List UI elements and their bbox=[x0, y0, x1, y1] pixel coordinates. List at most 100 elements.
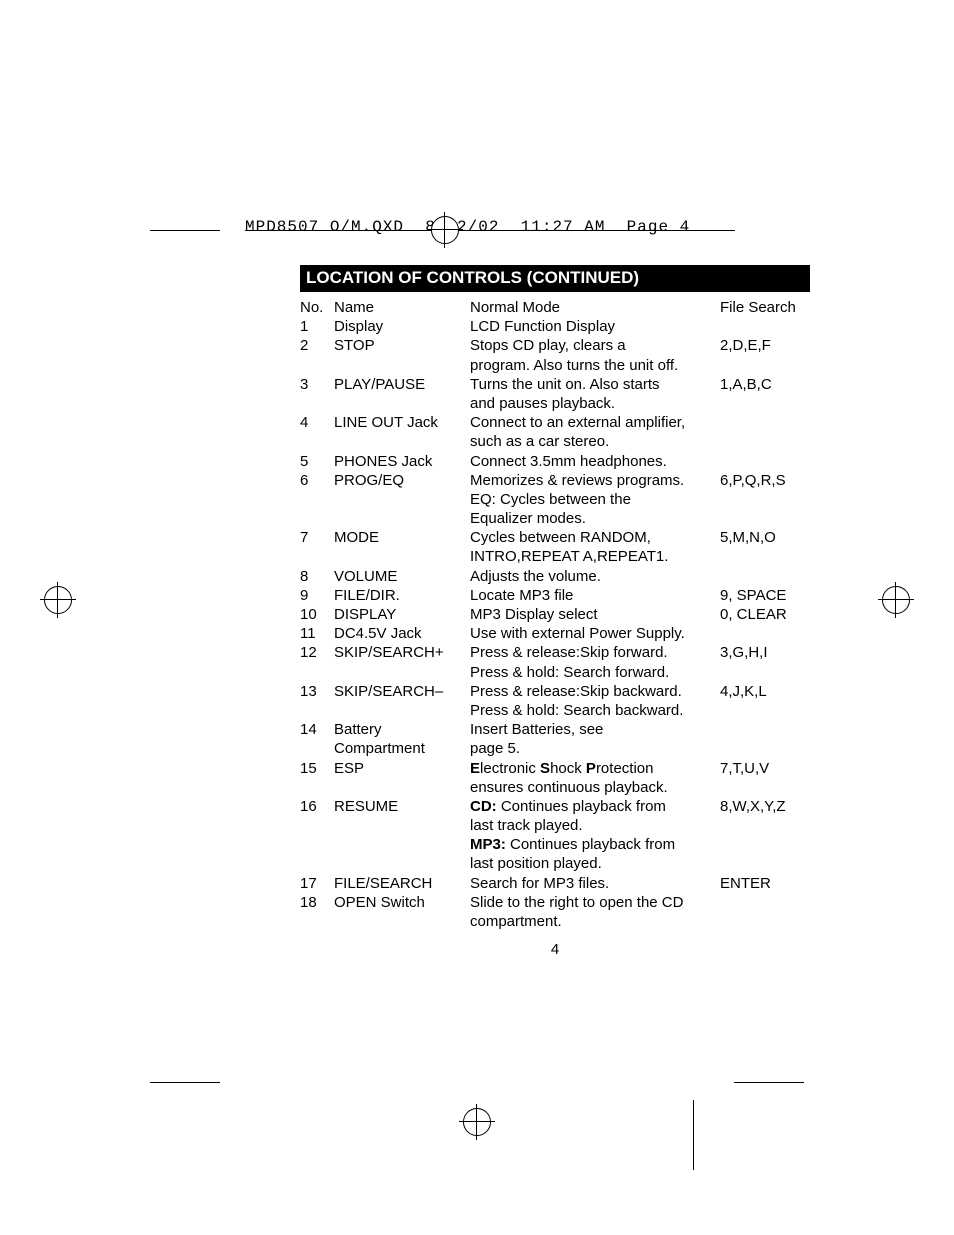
table-row: 2STOPStops CD play, clears aprogram. Als… bbox=[300, 336, 810, 374]
page-number: 4 bbox=[300, 941, 810, 958]
table-row: 5PHONES JackConnect 3.5mm headphones. bbox=[300, 452, 810, 471]
cell-filesearch: 2,D,E,F bbox=[720, 336, 810, 355]
cell-no: 11 bbox=[300, 624, 334, 643]
registration-mark-top bbox=[427, 212, 463, 248]
cell-name: PHONES Jack bbox=[334, 452, 470, 471]
registration-mark-left bbox=[40, 582, 76, 618]
table-row: 4LINE OUT JackConnect to an external amp… bbox=[300, 413, 810, 451]
cell-name: PLAY/PAUSE bbox=[334, 375, 470, 394]
cell-name: STOP bbox=[334, 336, 470, 355]
cell-name: SKIP/SEARCH– bbox=[334, 682, 470, 701]
cell-filesearch: 7,T,U,V bbox=[720, 759, 810, 778]
cell-no: 7 bbox=[300, 528, 334, 547]
controls-table: No. Name Normal Mode File Search 1Displa… bbox=[300, 298, 810, 931]
cell-description: Search for MP3 files. bbox=[470, 874, 720, 893]
cell-filesearch: 9, SPACE bbox=[720, 586, 810, 605]
registration-mark-bottom bbox=[459, 1104, 495, 1140]
cell-no: 10 bbox=[300, 605, 334, 624]
cell-no: 13 bbox=[300, 682, 334, 701]
cell-name: SKIP/SEARCH+ bbox=[334, 643, 470, 662]
cell-description: Turns the unit on. Also startsand pauses… bbox=[470, 375, 720, 413]
cell-description: MP3 Display select bbox=[470, 605, 720, 624]
table-row: 14Battery CompartmentInsert Batteries, s… bbox=[300, 720, 810, 758]
cell-name: OPEN Switch bbox=[334, 893, 470, 912]
cell-name: ESP bbox=[334, 759, 470, 778]
cell-description: CD: Continues playback fromlast track pl… bbox=[470, 797, 720, 874]
table-row: 16RESUMECD: Continues playback fromlast … bbox=[300, 797, 810, 874]
crop-line-bottom-right-vert bbox=[693, 1100, 694, 1170]
cell-no: 2 bbox=[300, 336, 334, 355]
cell-description: Press & release:Skip backward.Press & ho… bbox=[470, 682, 720, 720]
table-row: 12SKIP/SEARCH+Press & release:Skip forwa… bbox=[300, 643, 810, 681]
cell-description: Memorizes & reviews programs.EQ: Cycles … bbox=[470, 471, 720, 529]
cell-no: 9 bbox=[300, 586, 334, 605]
cell-name: PROG/EQ bbox=[334, 471, 470, 490]
cell-description: Adjusts the volume. bbox=[470, 567, 720, 586]
table-row: 17FILE/SEARCHSearch for MP3 files.ENTER bbox=[300, 874, 810, 893]
cell-no: 18 bbox=[300, 893, 334, 912]
registration-mark-right bbox=[878, 582, 914, 618]
cell-filesearch: 8,W,X,Y,Z bbox=[720, 797, 810, 816]
cell-name: DC4.5V Jack bbox=[334, 624, 470, 643]
crop-line-top-left bbox=[150, 230, 220, 231]
cell-filesearch: 5,M,N,O bbox=[720, 528, 810, 547]
content-area: LOCATION OF CONTROLS (CONTINUED) No. Nam… bbox=[300, 265, 810, 958]
cell-name: VOLUME bbox=[334, 567, 470, 586]
cell-filesearch: ENTER bbox=[720, 874, 810, 893]
col-header-filesearch: File Search bbox=[720, 298, 810, 317]
table-row: 1DisplayLCD Function Display bbox=[300, 317, 810, 336]
cell-name: Display bbox=[334, 317, 470, 336]
cell-no: 1 bbox=[300, 317, 334, 336]
cell-no: 17 bbox=[300, 874, 334, 893]
cell-description: Cycles between RANDOM,INTRO,REPEAT A,REP… bbox=[470, 528, 720, 566]
table-row: 8VOLUMEAdjusts the volume. bbox=[300, 567, 810, 586]
table-row: 10DISPLAYMP3 Display select0, CLEAR bbox=[300, 605, 810, 624]
printer-header-block: MPD8507 O/M.QXD 8/12/02 11:27 AM Page 4 bbox=[245, 180, 735, 250]
table-row: 13SKIP/SEARCH–Press & release:Skip backw… bbox=[300, 682, 810, 720]
cell-filesearch: 0, CLEAR bbox=[720, 605, 810, 624]
cell-filesearch: 3,G,H,I bbox=[720, 643, 810, 662]
crop-line-bottom-right bbox=[734, 1082, 804, 1083]
table-row: 15ESPElectronic Shock Protectionensures … bbox=[300, 759, 810, 797]
table-row: 11DC4.5V JackUse with external Power Sup… bbox=[300, 624, 810, 643]
section-title: LOCATION OF CONTROLS (CONTINUED) bbox=[300, 265, 810, 292]
cell-no: 4 bbox=[300, 413, 334, 432]
cell-description: Press & release:Skip forward.Press & hol… bbox=[470, 643, 720, 681]
table-row: 9FILE/DIR.Locate MP3 file9, SPACE bbox=[300, 586, 810, 605]
col-header-no: No. bbox=[300, 298, 334, 317]
cell-no: 14 bbox=[300, 720, 334, 739]
cell-no: 5 bbox=[300, 452, 334, 471]
table-row: 3PLAY/PAUSETurns the unit on. Also start… bbox=[300, 375, 810, 413]
cell-no: 8 bbox=[300, 567, 334, 586]
printer-header-text: MPD8507 O/M.QXD 8/12/02 11:27 AM Page 4 bbox=[245, 218, 690, 236]
table-row: 7MODECycles between RANDOM,INTRO,REPEAT … bbox=[300, 528, 810, 566]
cell-no: 12 bbox=[300, 643, 334, 662]
cell-name: RESUME bbox=[334, 797, 470, 816]
cell-name: FILE/DIR. bbox=[334, 586, 470, 605]
cell-description: Connect to an external amplifier,such as… bbox=[470, 413, 720, 451]
cell-filesearch: 4,J,K,L bbox=[720, 682, 810, 701]
cell-description: Stops CD play, clears aprogram. Also tur… bbox=[470, 336, 720, 374]
col-header-name: Name bbox=[334, 298, 470, 317]
cell-description: Locate MP3 file bbox=[470, 586, 720, 605]
cell-description: LCD Function Display bbox=[470, 317, 720, 336]
cell-filesearch: 1,A,B,C bbox=[720, 375, 810, 394]
table-row: 6PROG/EQMemorizes & reviews programs.EQ:… bbox=[300, 471, 810, 529]
cell-name: MODE bbox=[334, 528, 470, 547]
col-header-normal: Normal Mode bbox=[470, 298, 720, 317]
cell-description: Connect 3.5mm headphones. bbox=[470, 452, 720, 471]
cell-no: 6 bbox=[300, 471, 334, 490]
table-row: 18OPEN SwitchSlide to the right to open … bbox=[300, 893, 810, 931]
crop-line-bottom-left bbox=[150, 1082, 220, 1083]
cell-name: FILE/SEARCH bbox=[334, 874, 470, 893]
cell-description: Use with external Power Supply. bbox=[470, 624, 720, 643]
cell-no: 16 bbox=[300, 797, 334, 816]
cell-name: DISPLAY bbox=[334, 605, 470, 624]
cell-description: Insert Batteries, seepage 5. bbox=[470, 720, 720, 758]
table-header-row: No. Name Normal Mode File Search bbox=[300, 298, 810, 317]
cell-name: LINE OUT Jack bbox=[334, 413, 470, 432]
cell-filesearch: 6,P,Q,R,S bbox=[720, 471, 810, 490]
cell-no: 3 bbox=[300, 375, 334, 394]
cell-description: Slide to the right to open the CDcompart… bbox=[470, 893, 720, 931]
cell-no: 15 bbox=[300, 759, 334, 778]
